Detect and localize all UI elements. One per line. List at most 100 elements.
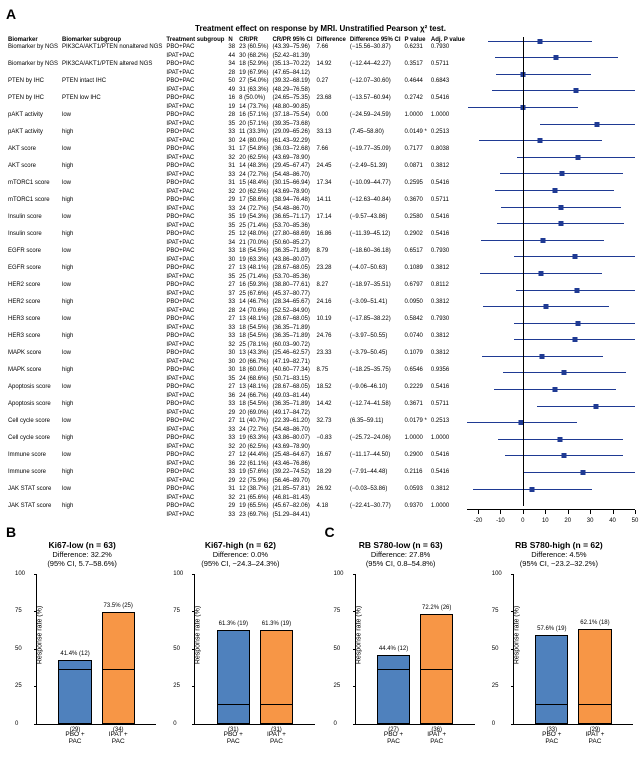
forest-point [540,354,545,359]
chart-title: RB S780-high (n = 62) [483,540,635,550]
forest-row: IPAT+PAC3525 (71.4%)(53.70–85.36) [6,273,467,282]
chart-ci: (95% CI, −24.3–24.3%) [164,559,316,568]
forest-row: IPAT+PAC4430 (68.2%)(52.42–81.39) [6,52,467,61]
forest-row: IPAT+PAC3525 (71.4%)(53.70–85.36) [6,222,467,231]
forest-row: JAK STAT scorelowPBO+PAC3112 (38.7%)(21.… [6,485,467,494]
chart-title: RB S780-low (n = 63) [325,540,477,550]
y-tick-label: 100 [334,571,344,577]
axis-tick-label: 50 [632,518,639,524]
forest-point [575,288,580,293]
y-tick-label: 50 [15,646,22,652]
forest-point [573,337,578,342]
forest-row: Insulin scorelowPBO+PAC3519 (54.3%)(36.6… [6,213,467,222]
forest-table: BiomarkerBiomarker subgroupTreatment sub… [6,37,467,520]
axis-tick-label: 0 [521,518,524,524]
forest-row: IPAT+PAC1914 (73.7%)(48.80–90.85) [6,103,467,112]
forest-row: IPAT+PAC3323 (69.7%)(51.29–84.41) [6,511,467,520]
forest-row: IPAT+PAC3524 (68.6%)(50.71–83.15) [6,375,467,384]
forest-row: HER2 scorehighPBO+PAC3314 (46.7%)(28.34–… [6,298,467,307]
forest-row: IPAT+PAC2920 (69.0%)(49.17–84.72) [6,409,467,418]
forest-row: Biomarker by NGSPIK3CA/AKT1/PTEN altered… [6,60,467,69]
forest-point [559,171,564,176]
forest-row: IPAT+PAC3324 (72.7%)(54.48–86.70) [6,426,467,435]
bar-inner-box [260,704,293,724]
y-tick-label: 100 [492,571,502,577]
forest-row: Immune scorehighPBO+PAC3319 (57.6%)(39.2… [6,468,467,477]
bar: 61.3% (19)(31)IPAT + PAC [260,630,293,724]
forest-point [562,370,567,375]
forest-row: HER2 scorelowPBO+PAC2716 (59.3%)(38.80–7… [6,281,467,290]
forest-row: IPAT+PAC2824 (70.6%)(52.52–84.90) [6,307,467,316]
panels-bc: B Ki67-low (n = 63)Difference: 32.2%(95%… [0,520,641,735]
forest-row: AKT scorelowPBO+PAC3117 (54.8%)(36.03–72… [6,145,467,154]
bar: 57.6% (19)(33)PBO + PAC [535,635,568,723]
forest-ci [523,472,635,473]
forest-point [573,88,578,93]
forest-header: P value [403,37,429,43]
bar-chart: Ki67-low (n = 63)Difference: 32.2%(95% C… [6,540,158,725]
bar: 72.2% (26)(36)IPAT + PAC [420,614,453,724]
bar-category-label: IPAT + PAC [579,731,610,745]
axis-tick-label: 20 [564,518,571,524]
bar-value-label: 73.5% (25) [103,603,134,609]
forest-point [543,304,548,309]
chart-diff: Difference: 27.8% [325,550,477,559]
forest-row: IPAT+PAC2922 (75.9%)(56.46–89.70) [6,477,467,486]
forest-row: EGFR scorelowPBO+PAC3318 (54.5%)(36.35–7… [6,247,467,256]
forest-ci [537,406,635,407]
forest-row: IPAT+PAC3624 (66.7%)(49.03–81.44) [6,392,467,401]
bar-value-label: 61.3% (19) [261,621,292,627]
y-tick-label: 0 [15,721,18,727]
forest-row: IPAT+PAC2819 (67.9%)(47.65–84.12) [6,69,467,78]
axis-tick-label: 40 [609,518,616,524]
forest-point [538,138,543,143]
forest-row: Biomarker by NGSPIK3CA/AKT1/PTEN nonalte… [6,43,467,52]
chart-title: Ki67-high (n = 62) [164,540,316,550]
forest-row: Immune scorelowPBO+PAC2712 (44.4%)(25.48… [6,451,467,460]
forest-point [561,453,566,458]
panel-b-label: B [6,524,317,540]
forest-row: IPAT+PAC3024 (80.0%)(61.43–92.29) [6,137,467,146]
y-tick-label: 75 [334,608,341,614]
chart-title: Ki67-low (n = 63) [6,540,158,550]
bar-inner-box [217,704,250,724]
forest-row: PTEN by IHCPTEN intact IHCPBO+PAC5027 (5… [6,77,467,86]
bar-category-label: IPAT + PAC [103,731,134,745]
forest-point [594,404,599,409]
y-tick-label: 25 [15,683,22,689]
forest-header: Difference 95% CI [348,37,403,43]
forest-ci [540,124,635,125]
y-tick-label: 75 [15,608,22,614]
chart-ci: (95% CI, 0.8–54.8%) [325,559,477,568]
forest-row: Apoptosis scorelowPBO+PAC2713 (48.1%)(28… [6,383,467,392]
forest-row: Cell cycle scorehighPBO+PAC3319 (63.3%)(… [6,434,467,443]
y-tick-label: 75 [492,608,499,614]
forest-row: IPAT+PAC3020 (66.7%)(47.19–82.71) [6,358,467,367]
forest-row: IPAT+PAC3221 (65.6%)(46.81–81.43) [6,494,467,503]
forest-point [558,221,563,226]
bar-value-label: 57.6% (19) [536,626,567,632]
forest-row: IPAT+PAC3324 (72.7%)(54.48–86.70) [6,205,467,214]
bar-inner-box [102,669,135,724]
forest-row: IPAT+PAC3725 (67.6%)(45.37–80.77) [6,290,467,299]
panel-c-label: C [325,524,636,540]
forest-row: IPAT+PAC3622 (61.1%)(43.46–76.86) [6,460,467,469]
bar-category-label: PBO + PAC [218,731,249,745]
forest-row: IPAT+PAC3520 (57.1%)(39.35–73.68) [6,120,467,129]
forest-row: HER3 scorehighPBO+PAC3318 (54.5%)(36.35–… [6,332,467,341]
bar-chart: Ki67-high (n = 62)Difference: 0.0%(95% C… [164,540,316,725]
y-tick-label: 25 [334,683,341,689]
forest-row: HER3 scorelowPBO+PAC2713 (48.1%)(28.67–6… [6,315,467,324]
forest-row: pAKT activitylowPBO+PAC2816 (57.1%)(37.1… [6,111,467,120]
forest-plot: -20-1001020304050 [467,37,635,520]
forest-point [576,321,581,326]
bar-category-label: PBO + PAC [59,731,90,745]
forest-row: Apoptosis scorehighPBO+PAC3318 (54.5%)(3… [6,400,467,409]
forest-point [552,188,557,193]
bar-chart: RB S780-high (n = 62)Difference: 4.5%(95… [483,540,635,725]
forest-point [581,470,586,475]
bar: 41.4% (12)(29)PBO + PAC [58,660,91,724]
panel-c: C RB S780-low (n = 63)Difference: 27.8%(… [325,524,636,725]
y-tick-label: 50 [492,646,499,652]
forest-row: JAK STAT scorehighPBO+PAC2919 (65.5%)(45… [6,502,467,511]
